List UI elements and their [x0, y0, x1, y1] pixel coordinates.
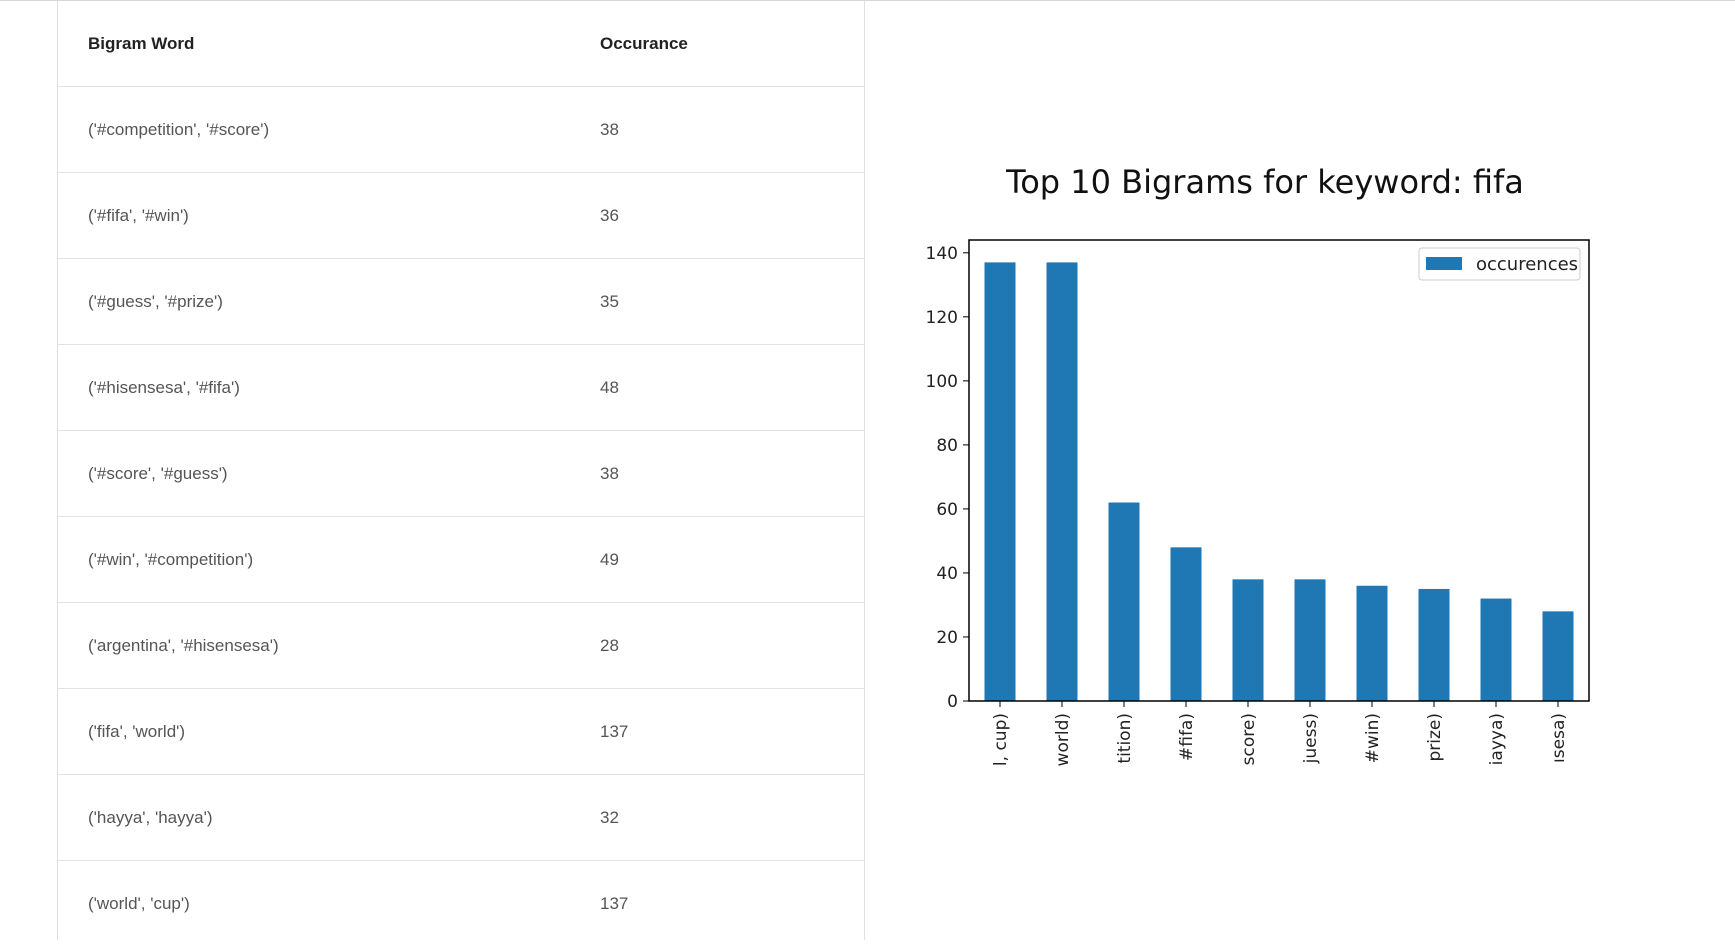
table-row: ('fifa', 'world') 137 — [58, 689, 864, 775]
bigram-cell: ('fifa', 'world') — [88, 722, 186, 741]
y-tick-label: 0 — [947, 692, 958, 712]
bigram-cell: ('#score', '#guess') — [88, 464, 228, 483]
bars-layer — [984, 262, 1574, 701]
x-tick-label: prize) — [1425, 713, 1445, 762]
bigram-cell: ('#guess', '#prize') — [88, 292, 223, 311]
y-axis: 0 20 40 60 80 100 120 140 — [926, 244, 969, 712]
column-header-bigram-word[interactable]: Bigram Word — [88, 34, 195, 53]
bigram-cell: ('world', 'cup') — [88, 894, 190, 913]
x-tick-label: score) — [1239, 713, 1259, 765]
table-row: ('#competition', '#score') 38 — [58, 87, 864, 173]
top-border — [0, 0, 1735, 1]
occurance-cell: 28 — [600, 636, 619, 655]
occurance-cell: 36 — [600, 206, 619, 225]
bar — [1294, 579, 1326, 701]
table-row: ('argentina', '#hisensesa') 28 — [58, 603, 864, 689]
plot-frame — [968, 239, 1590, 702]
table-row: ('#win', '#competition') 49 — [58, 517, 864, 603]
occurance-cell: 38 — [600, 464, 619, 483]
y-tick-label: 60 — [936, 500, 958, 520]
table-row: ('#fifa', '#win') 36 — [58, 173, 864, 259]
bigram-cell: ('#hisensesa', '#fifa') — [88, 378, 240, 397]
y-tick-label: 20 — [936, 628, 958, 648]
table-row: ('world', 'cup') 137 — [58, 861, 864, 947]
x-tick-label: #fifa) — [1177, 713, 1197, 761]
bar — [1542, 611, 1574, 701]
legend-box — [1418, 247, 1581, 281]
y-tick-label: 140 — [926, 244, 958, 264]
bigram-cell: ('#win', '#competition') — [88, 550, 254, 569]
bar — [984, 262, 1016, 701]
bar — [1480, 598, 1512, 701]
bigram-cell: ('#fifa', '#win') — [88, 206, 189, 225]
chart-title: Top 10 Bigrams for keyword: fifa — [1005, 163, 1524, 201]
table-row: ('#guess', '#prize') 35 — [58, 259, 864, 345]
legend-swatch — [1426, 257, 1462, 270]
x-tick-label: l, cup) — [991, 713, 1011, 766]
column-header-occurance[interactable]: Occurance — [600, 34, 688, 53]
bar — [1046, 262, 1078, 701]
table-header-row: Bigram Word Occurance — [58, 1, 864, 87]
bigram-table: Bigram Word Occurance ('#competition', '… — [57, 1, 865, 940]
y-tick-label: 120 — [926, 308, 958, 328]
bigram-cell: ('#competition', '#score') — [88, 120, 270, 139]
x-tick-label: tition) — [1115, 713, 1135, 764]
x-axis: l, cup) world) tition) #fifa) score) juess) #w… — [991, 701, 1569, 766]
bar — [1232, 579, 1264, 701]
x-tick-label: #win) — [1363, 713, 1383, 763]
table-row: ('#hisensesa', '#fifa') 48 — [58, 345, 864, 431]
occurance-cell: 48 — [600, 378, 619, 397]
occurance-cell: 137 — [600, 894, 629, 913]
bigram-cell: ('argentina', '#hisensesa') — [88, 636, 279, 655]
y-tick-label: 80 — [936, 436, 958, 456]
x-tick-label: world) — [1053, 713, 1073, 766]
x-tick-label: iayya) — [1487, 713, 1507, 765]
x-tick-label: ısesa) — [1549, 713, 1569, 763]
bar — [1108, 502, 1140, 701]
bigram-cell: ('hayya', 'hayya') — [88, 808, 213, 827]
occurance-cell: 32 — [600, 808, 619, 827]
bar — [1418, 588, 1450, 701]
y-tick-label: 40 — [936, 564, 958, 584]
occurance-cell: 35 — [600, 292, 619, 311]
table-row: ('#score', '#guess') 38 — [58, 431, 864, 517]
occurance-cell: 49 — [600, 550, 619, 569]
bigram-bar-chart: Top 10 Bigrams for keyword: fifa 0 20 40 60… — [880, 150, 1700, 800]
occurance-cell: 38 — [600, 120, 619, 139]
bar — [1356, 585, 1388, 701]
x-tick-label: juess) — [1301, 713, 1321, 764]
bar — [1170, 547, 1202, 701]
legend-label: occurences — [1476, 254, 1578, 275]
table-row: ('hayya', 'hayya') 32 — [58, 775, 864, 861]
y-tick-label: 100 — [926, 372, 958, 392]
occurance-cell: 137 — [600, 722, 629, 741]
chart-svg: Top 10 Bigrams for keyword: fifa 0 20 40 60… — [926, 163, 1590, 766]
chart-legend: occurences — [1418, 247, 1581, 281]
